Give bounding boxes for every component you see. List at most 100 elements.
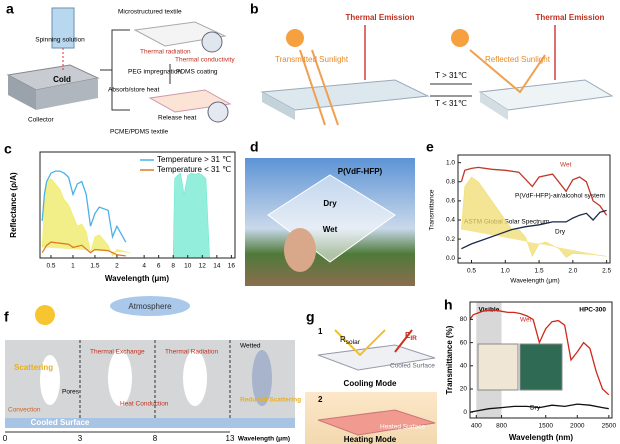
sun	[286, 29, 304, 47]
panel-label: g	[306, 309, 315, 325]
text: Pores	[62, 389, 80, 396]
cold-plate-front	[36, 78, 98, 110]
x-tick-label: 800	[496, 423, 507, 430]
text: Atmosphere	[128, 302, 172, 311]
text: Heat Conduction	[120, 401, 169, 408]
surface	[5, 418, 295, 428]
pore	[40, 355, 60, 405]
emission	[394, 329, 413, 353]
text: Heating Mode	[344, 435, 397, 444]
series-label: Dry	[555, 229, 566, 236]
panel-g: g 1 Rsolar EIR Cooled Surface Cooling Mo…	[305, 309, 437, 444]
sunlight	[299, 49, 339, 126]
y-tick-label: 0.8	[446, 178, 455, 185]
x-tick-label: 1500	[538, 423, 553, 430]
tick-label: 8	[153, 434, 158, 443]
cloud	[110, 296, 190, 316]
panel-label: d	[250, 139, 259, 155]
x-tick-label: 16	[228, 263, 236, 270]
text: Thermal Radiation	[165, 349, 218, 356]
y-axis-title: Reflectance (ρ/A)	[9, 172, 18, 238]
pore	[183, 350, 207, 406]
pore	[108, 350, 132, 406]
panel-f: f Atmosphere Cooled Surface 0 3 8 13 Wav…	[3, 296, 301, 443]
text: Thermal Exchange	[90, 349, 145, 356]
text: Wet	[323, 225, 338, 234]
textile	[133, 21, 227, 47]
y-axis-title: Transmittance	[429, 189, 436, 230]
y-tick-label: 40	[460, 363, 468, 370]
symbol: E	[405, 331, 411, 340]
area	[461, 176, 607, 258]
text: Thermal Emission	[536, 13, 605, 22]
panel-d: d P(VdF-HFP) Dry Wet	[245, 139, 415, 286]
text: T < 31℃	[435, 99, 467, 108]
panel-label: f	[4, 309, 9, 325]
inset-photo	[519, 343, 563, 391]
arrows	[430, 83, 472, 97]
panel-label: b	[250, 1, 259, 17]
series-label: Dry	[530, 405, 541, 412]
magnifier	[201, 31, 223, 53]
text: Collector	[28, 117, 54, 124]
x-tick-label: 6	[157, 263, 161, 270]
film	[267, 174, 396, 263]
x-tick-label: 2	[115, 263, 119, 270]
panel-label: a	[6, 1, 14, 17]
text: Wetted	[240, 343, 261, 350]
x-tick-label: 1.5	[535, 268, 544, 275]
x-axis-title: Wavelength (μm)	[105, 274, 169, 283]
x-axis-title: Wavelength (μm)	[510, 278, 559, 285]
plot-frame	[39, 151, 236, 259]
panel-label: c	[4, 141, 12, 157]
hand	[284, 228, 316, 272]
area	[41, 178, 131, 257]
text: Cooled Surface	[390, 363, 435, 370]
tick-label: 0	[3, 434, 8, 443]
area	[172, 172, 210, 259]
inset-photo	[477, 343, 519, 391]
x-tick-label: 2.0	[568, 268, 577, 275]
panel-b: b Thermal Emission Thermal Emission Tran…	[250, 1, 614, 126]
x-tick-label: 8	[171, 263, 175, 270]
line	[41, 170, 127, 243]
x-tick-label: 4	[142, 263, 146, 270]
text: PCME/PDMS textile	[110, 129, 169, 136]
text: PEG impregnation	[128, 69, 181, 76]
x-tick-label: 2500	[602, 423, 617, 430]
x-tick-label: 2000	[570, 423, 585, 430]
x-tick-label: 400	[471, 423, 482, 430]
line	[461, 209, 607, 250]
y-tick-label: 0.2	[446, 236, 455, 243]
axis-title: Wavelength (μm)	[238, 436, 290, 443]
x-tick-label: 1	[71, 263, 75, 270]
y-tick-label: 60	[460, 339, 468, 346]
series-label: Wet	[560, 162, 572, 169]
text: Thermal radiation	[140, 49, 191, 56]
subscript: solar	[346, 339, 361, 346]
symbol: R	[340, 335, 346, 344]
line	[469, 309, 610, 396]
plot-frame	[457, 154, 611, 264]
text: EIR	[405, 331, 417, 342]
pore	[252, 350, 272, 406]
text: Thermal Emission	[346, 13, 415, 22]
text: Convection	[8, 407, 41, 414]
text: Cooling Mode	[344, 379, 397, 388]
line	[41, 241, 126, 257]
y-tick-label: 20	[460, 386, 468, 393]
tick-label: 3	[78, 434, 83, 443]
x-tick-label: 1.0	[501, 268, 510, 275]
cold-plate-side	[8, 75, 36, 110]
text: 2	[318, 395, 323, 404]
text: Microstructured textile	[118, 9, 182, 16]
text: Rsolar	[340, 335, 361, 346]
text: Dry	[323, 199, 337, 208]
text: Transmitted Sunlight	[275, 55, 349, 64]
chart-title: HPC-300	[579, 307, 606, 314]
line	[460, 166, 608, 216]
sunlight	[469, 49, 546, 94]
y-tick-label: 0.0	[446, 255, 455, 262]
line	[469, 403, 609, 413]
